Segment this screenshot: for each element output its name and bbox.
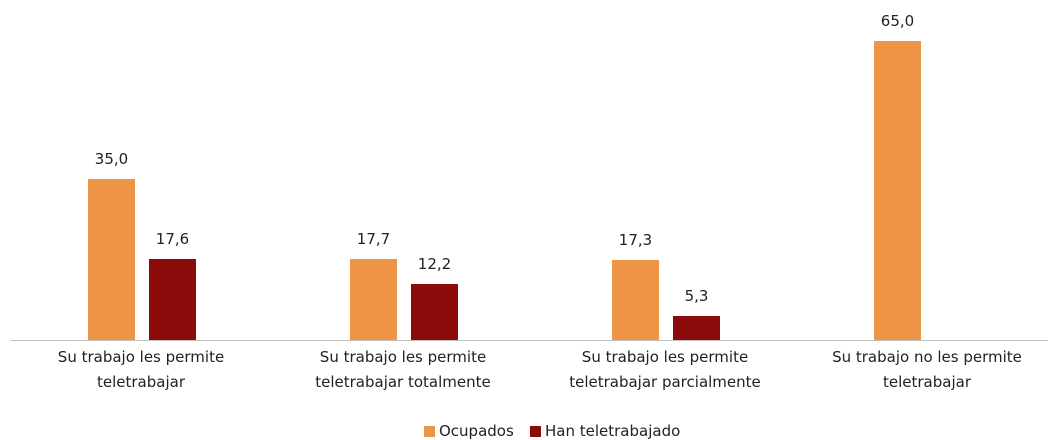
value-label: 17,7: [356, 229, 391, 248]
bar: [874, 41, 921, 340]
value-label: 65,0: [880, 12, 915, 30]
value-label: 5,3: [684, 286, 709, 305]
bar: [411, 283, 458, 340]
bar: [673, 315, 720, 340]
value-label: 35,0: [94, 150, 129, 168]
legend-label: Han teletrabajado: [545, 422, 681, 440]
value-label: 17,3: [618, 231, 653, 250]
axis-line: [10, 340, 1048, 341]
bar: [149, 259, 196, 340]
value-label: 12,2: [417, 254, 452, 273]
x-tick-label: Su trabajo les permite teletrabajar: [57, 348, 225, 391]
x-tick-label: Su trabajo les permite teletrabajar tota…: [315, 348, 491, 391]
bar: [350, 258, 397, 340]
bar: [88, 179, 135, 340]
bar: [612, 260, 659, 340]
x-tick-label: Su trabajo les permite teletrabajar parc…: [569, 348, 761, 391]
legend-swatch: [530, 426, 541, 437]
legend-swatch: [424, 426, 435, 437]
value-label: 17,6: [155, 230, 190, 249]
legend-label: Ocupados: [439, 422, 514, 440]
x-tick-label: Su trabajo no les permite teletrabajar: [832, 348, 1022, 391]
